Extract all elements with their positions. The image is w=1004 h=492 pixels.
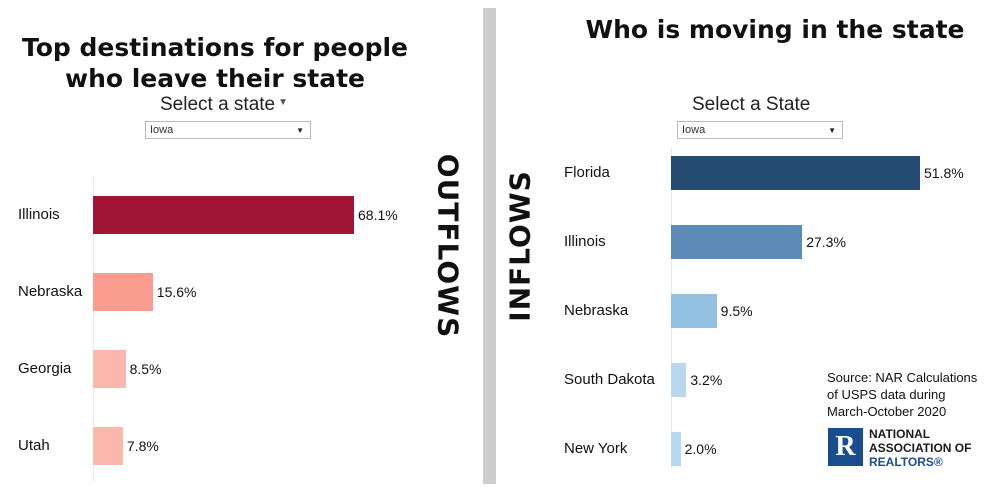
value-label: 51.8% — [924, 165, 964, 181]
logo-mark: R — [835, 431, 856, 462]
category-label: Georgia — [18, 360, 72, 377]
category-label: Illinois — [564, 233, 606, 250]
category-label: Utah — [18, 437, 50, 454]
inflows-dropdown-value: Iowa — [682, 124, 706, 136]
bar[interactable] — [93, 427, 123, 465]
chart-baseline — [93, 176, 94, 482]
value-label: 15.6% — [156, 284, 197, 300]
nar-logo: R NATIONAL ASSOCIATION OF REALTORS® — [828, 426, 993, 470]
category-label: South Dakota — [564, 371, 655, 388]
outflows-title-line1: Top destinations for people — [21, 33, 409, 62]
logo-line3: REALTORS® — [869, 455, 943, 469]
outflows-title: Top destinations for people who leave th… — [0, 32, 430, 94]
category-label: Illinois — [18, 206, 60, 223]
category-label: Florida — [564, 164, 610, 181]
outflows-dropdown-value: Iowa — [150, 124, 174, 136]
caret-down-icon[interactable]: ▼ — [278, 97, 289, 108]
chevron-down-icon: ▼ — [296, 126, 304, 135]
category-label: New York — [564, 440, 628, 457]
bar[interactable] — [93, 273, 153, 311]
value-label: 7.8% — [126, 438, 159, 454]
bar[interactable] — [671, 363, 687, 397]
category-label: Nebraska — [18, 283, 83, 300]
outflows-side-label: OUTFLOWS — [431, 153, 465, 339]
source-note: Source: NAR Calculations of USPS data du… — [827, 369, 997, 420]
outflows-selector-label-text: Select a state — [160, 94, 276, 115]
inflows-side-label: INFLOWS — [503, 170, 537, 322]
value-label: 27.3% — [806, 234, 846, 250]
logo-line1: NATIONAL — [869, 427, 931, 441]
source-line2: of USPS data during — [827, 387, 946, 402]
value-label: 9.5% — [720, 303, 753, 319]
source-line1: Source: NAR Calculations — [827, 370, 978, 385]
inflows-title: Who is moving in the state — [585, 15, 965, 44]
section-divider — [483, 8, 496, 484]
realtor-r-icon: R — [828, 428, 863, 466]
bar[interactable] — [671, 156, 920, 190]
inflows-selector-label: Select a State — [692, 94, 811, 115]
outflows-state-dropdown[interactable]: Iowa ▼ — [145, 121, 311, 139]
value-label: 2.0% — [684, 441, 717, 457]
inflows-state-dropdown[interactable]: Iowa ▼ — [677, 121, 843, 139]
bar[interactable] — [93, 196, 354, 234]
value-label: 3.2% — [690, 372, 723, 388]
bar[interactable] — [671, 294, 717, 328]
bar[interactable] — [671, 225, 803, 259]
logo-wordmark: NATIONAL ASSOCIATION OF REALTORS® — [869, 427, 971, 469]
outflows-title-line2: who leave their state — [64, 64, 366, 93]
value-label: 8.5% — [129, 361, 162, 377]
logo-line2: ASSOCIATION OF — [869, 441, 972, 455]
value-label: 68.1% — [358, 207, 398, 223]
outflows-selector-label: Select a state ▼ — [160, 94, 288, 116]
source-line3: March-October 2020 — [827, 404, 947, 419]
chevron-down-icon: ▼ — [828, 126, 836, 135]
bar[interactable] — [671, 432, 681, 466]
category-label: Nebraska — [564, 302, 629, 319]
bar[interactable] — [93, 350, 126, 388]
